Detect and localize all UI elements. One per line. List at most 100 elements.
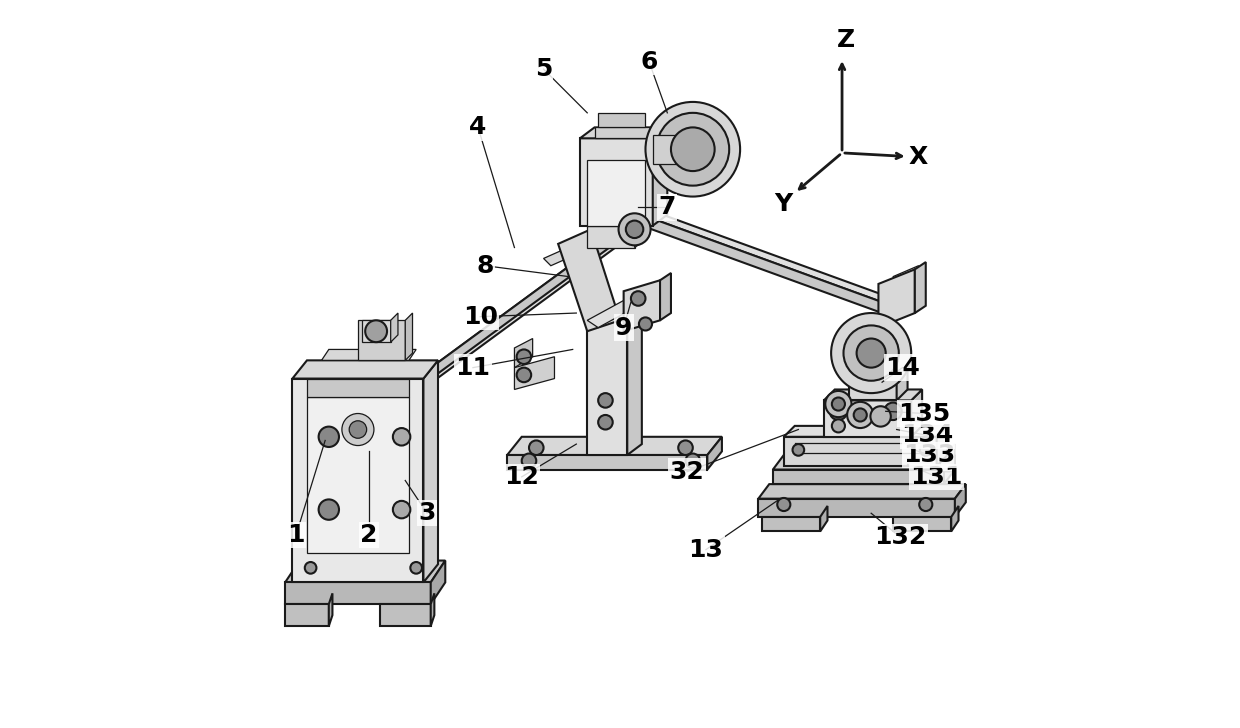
Circle shape xyxy=(847,402,873,428)
Polygon shape xyxy=(588,309,642,320)
Polygon shape xyxy=(588,160,646,226)
Polygon shape xyxy=(761,517,820,531)
Circle shape xyxy=(686,454,701,468)
Polygon shape xyxy=(588,298,639,328)
Circle shape xyxy=(870,406,890,427)
Polygon shape xyxy=(911,389,923,437)
Circle shape xyxy=(826,391,852,417)
Circle shape xyxy=(342,414,374,446)
Polygon shape xyxy=(507,455,707,470)
Text: 5: 5 xyxy=(534,58,552,81)
Polygon shape xyxy=(417,207,660,386)
Polygon shape xyxy=(642,215,882,313)
Polygon shape xyxy=(707,437,722,470)
Circle shape xyxy=(517,368,531,382)
Circle shape xyxy=(853,408,867,422)
Polygon shape xyxy=(893,266,923,284)
Text: 1: 1 xyxy=(288,523,305,547)
Polygon shape xyxy=(594,127,652,138)
Text: 132: 132 xyxy=(874,526,926,549)
Polygon shape xyxy=(430,593,434,626)
Polygon shape xyxy=(660,273,671,320)
Circle shape xyxy=(319,499,339,520)
Circle shape xyxy=(410,562,422,574)
Text: Y: Y xyxy=(775,192,792,215)
Text: 7: 7 xyxy=(658,196,676,219)
Polygon shape xyxy=(878,277,915,295)
Polygon shape xyxy=(955,484,966,517)
Polygon shape xyxy=(642,211,893,302)
Polygon shape xyxy=(940,444,955,472)
Polygon shape xyxy=(507,437,722,455)
Circle shape xyxy=(656,113,729,186)
Circle shape xyxy=(631,291,646,306)
Polygon shape xyxy=(580,127,667,138)
Polygon shape xyxy=(893,517,951,531)
Polygon shape xyxy=(944,455,955,484)
Polygon shape xyxy=(285,582,430,604)
Text: 9: 9 xyxy=(615,316,632,339)
Text: 14: 14 xyxy=(885,356,920,379)
Polygon shape xyxy=(588,226,635,248)
Circle shape xyxy=(619,213,651,245)
Polygon shape xyxy=(897,349,908,400)
Polygon shape xyxy=(379,604,430,626)
Polygon shape xyxy=(417,207,649,389)
Circle shape xyxy=(393,501,410,518)
Polygon shape xyxy=(391,313,398,342)
Polygon shape xyxy=(405,313,413,360)
Circle shape xyxy=(792,444,805,456)
Polygon shape xyxy=(773,470,944,484)
Polygon shape xyxy=(543,244,584,266)
Circle shape xyxy=(319,427,339,447)
Text: 6: 6 xyxy=(640,50,657,74)
Polygon shape xyxy=(423,360,438,582)
Circle shape xyxy=(393,428,410,446)
Polygon shape xyxy=(878,269,915,328)
Text: Z: Z xyxy=(837,28,854,52)
Text: 8: 8 xyxy=(476,254,494,277)
Polygon shape xyxy=(293,379,423,582)
Text: 133: 133 xyxy=(903,443,956,467)
Polygon shape xyxy=(652,135,682,164)
Text: 11: 11 xyxy=(455,356,491,379)
Polygon shape xyxy=(820,506,827,531)
Circle shape xyxy=(830,403,847,420)
Polygon shape xyxy=(951,506,959,531)
Polygon shape xyxy=(849,360,897,400)
Text: 10: 10 xyxy=(463,305,497,328)
Circle shape xyxy=(843,325,899,381)
Polygon shape xyxy=(588,320,627,455)
Polygon shape xyxy=(285,561,445,582)
Polygon shape xyxy=(915,262,926,313)
Polygon shape xyxy=(321,349,417,360)
Circle shape xyxy=(884,403,901,420)
Polygon shape xyxy=(635,218,646,248)
Text: 134: 134 xyxy=(901,424,954,447)
Polygon shape xyxy=(329,593,332,626)
Polygon shape xyxy=(308,379,409,397)
Text: 2: 2 xyxy=(360,523,377,547)
Circle shape xyxy=(832,419,844,432)
Circle shape xyxy=(598,393,613,408)
Text: X: X xyxy=(909,145,928,168)
Polygon shape xyxy=(293,360,438,379)
Circle shape xyxy=(678,440,693,455)
Text: 4: 4 xyxy=(470,116,487,139)
Polygon shape xyxy=(784,426,947,437)
Polygon shape xyxy=(515,339,533,368)
Circle shape xyxy=(920,444,931,456)
Circle shape xyxy=(919,498,932,511)
Text: 32: 32 xyxy=(670,460,704,483)
Polygon shape xyxy=(598,113,646,127)
Circle shape xyxy=(626,221,644,238)
Circle shape xyxy=(832,397,844,411)
Circle shape xyxy=(517,349,531,364)
Polygon shape xyxy=(784,437,936,466)
Polygon shape xyxy=(285,604,329,626)
Polygon shape xyxy=(773,455,955,470)
Circle shape xyxy=(777,498,790,511)
Polygon shape xyxy=(430,561,445,604)
Circle shape xyxy=(671,127,714,171)
Circle shape xyxy=(639,317,652,331)
